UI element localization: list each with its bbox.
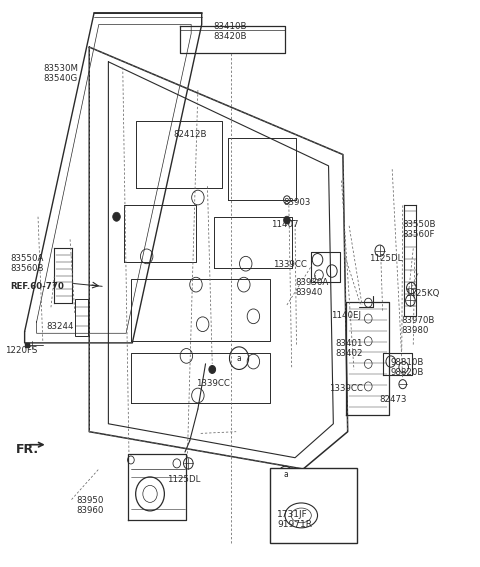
Circle shape bbox=[209, 366, 216, 374]
Text: 1339CC: 1339CC bbox=[328, 384, 362, 393]
Text: 83950
83960: 83950 83960 bbox=[76, 496, 104, 515]
Circle shape bbox=[113, 212, 120, 221]
Bar bbox=[75, 299, 88, 336]
Text: 1731JF
91971R: 1731JF 91971R bbox=[277, 510, 312, 529]
Text: a: a bbox=[237, 354, 241, 363]
Text: 1125DL: 1125DL bbox=[167, 475, 201, 484]
Text: 83530M
83540G: 83530M 83540G bbox=[44, 64, 79, 83]
Text: 82412B: 82412B bbox=[173, 130, 206, 139]
Text: 11407: 11407 bbox=[271, 220, 299, 229]
Text: 83244: 83244 bbox=[46, 322, 73, 331]
Text: REF.60-770: REF.60-770 bbox=[10, 282, 64, 291]
Bar bbox=[270, 468, 357, 543]
Text: 1339CC: 1339CC bbox=[274, 260, 307, 269]
Text: 83401
83402: 83401 83402 bbox=[336, 339, 363, 358]
Text: 1125DL: 1125DL bbox=[369, 254, 403, 263]
Text: 83903: 83903 bbox=[283, 197, 311, 206]
Text: 1220FS: 1220FS bbox=[5, 346, 38, 355]
Text: 83550B
83560F: 83550B 83560F bbox=[403, 220, 436, 239]
Text: 98810B
98820B: 98810B 98820B bbox=[391, 358, 424, 377]
Text: a: a bbox=[283, 470, 288, 479]
Text: 1140EJ: 1140EJ bbox=[331, 311, 361, 320]
Text: 83930A
83940: 83930A 83940 bbox=[295, 278, 328, 297]
Text: 83550A
83560B: 83550A 83560B bbox=[10, 254, 44, 273]
Circle shape bbox=[284, 216, 290, 224]
Text: FR.: FR. bbox=[16, 443, 39, 456]
Text: 83410B
83420B: 83410B 83420B bbox=[214, 22, 247, 41]
Text: 1125KQ: 1125KQ bbox=[405, 289, 440, 298]
Text: 1339CC: 1339CC bbox=[196, 379, 230, 387]
Text: 83970B
83980: 83970B 83980 bbox=[402, 316, 435, 335]
Text: 82473: 82473 bbox=[380, 396, 407, 404]
